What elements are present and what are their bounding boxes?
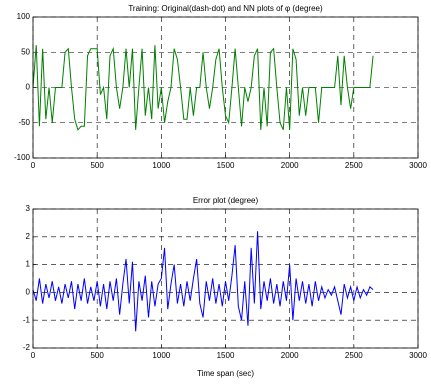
data-line: [32, 231, 374, 332]
y-tick-label: 1: [26, 260, 31, 269]
x-axis-label: Time span (sec): [197, 369, 254, 378]
x-tick-label: 1000: [152, 351, 170, 360]
plot-area: [33, 209, 418, 348]
y-tick-label: 3: [26, 204, 31, 213]
x-tick-label: 2500: [345, 351, 363, 360]
y-tick-label: -2: [23, 343, 31, 352]
x-tick-label: 2000: [281, 351, 299, 360]
x-tick-label: 500: [90, 161, 104, 170]
y-tick-label: -1: [23, 315, 31, 324]
x-tick-label: 500: [90, 351, 104, 360]
y-tick-label: 0: [26, 83, 31, 92]
y-tick-label: 2: [26, 232, 31, 241]
y-tick-label: 50: [21, 47, 30, 56]
x-tick-label: 2500: [345, 161, 363, 170]
chart-title: Training: Original(dash-dot) and NN plot…: [128, 4, 323, 13]
x-tick-label: 1000: [152, 161, 170, 170]
axes-frame: [32, 208, 419, 349]
x-tick-label: 1500: [217, 161, 235, 170]
chart-title: Error plot (degree): [193, 196, 259, 205]
x-tick-label: 3000: [409, 351, 427, 360]
axes-frame: [32, 16, 419, 159]
x-tick-label: 1500: [217, 351, 235, 360]
data-line: [32, 45, 374, 131]
y-tick-label: -50: [18, 118, 30, 127]
x-tick-label: 2000: [281, 161, 299, 170]
x-tick-label: 0: [31, 161, 36, 170]
y-tick-label: -100: [14, 153, 31, 162]
x-tick-label: 0: [31, 351, 36, 360]
x-tick-label: 3000: [409, 161, 427, 170]
y-tick-label: 0: [26, 288, 31, 297]
y-tick-label: 100: [17, 12, 31, 21]
